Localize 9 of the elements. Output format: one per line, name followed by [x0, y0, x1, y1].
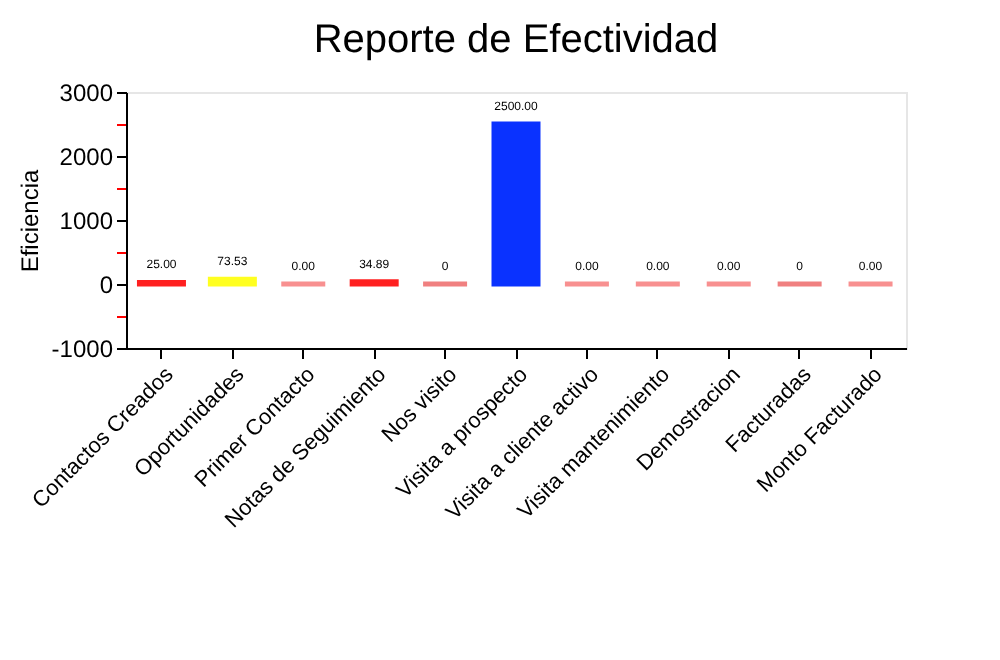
y-tick-label: 2000 [59, 143, 114, 171]
y-tick-label: 0 [99, 271, 114, 299]
y-tick-label: 1000 [59, 207, 114, 235]
bar [207, 276, 257, 287]
chart-title: Reporte de Efectividad [313, 18, 719, 62]
bar [491, 121, 541, 287]
y-tick-label: 3000 [59, 79, 114, 107]
y-tick-label: -1000 [51, 335, 114, 363]
y-axis-title: Eficiencia [15, 168, 44, 273]
